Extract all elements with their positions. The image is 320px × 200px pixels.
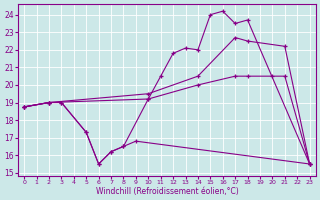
X-axis label: Windchill (Refroidissement éolien,°C): Windchill (Refroidissement éolien,°C) (96, 187, 238, 196)
